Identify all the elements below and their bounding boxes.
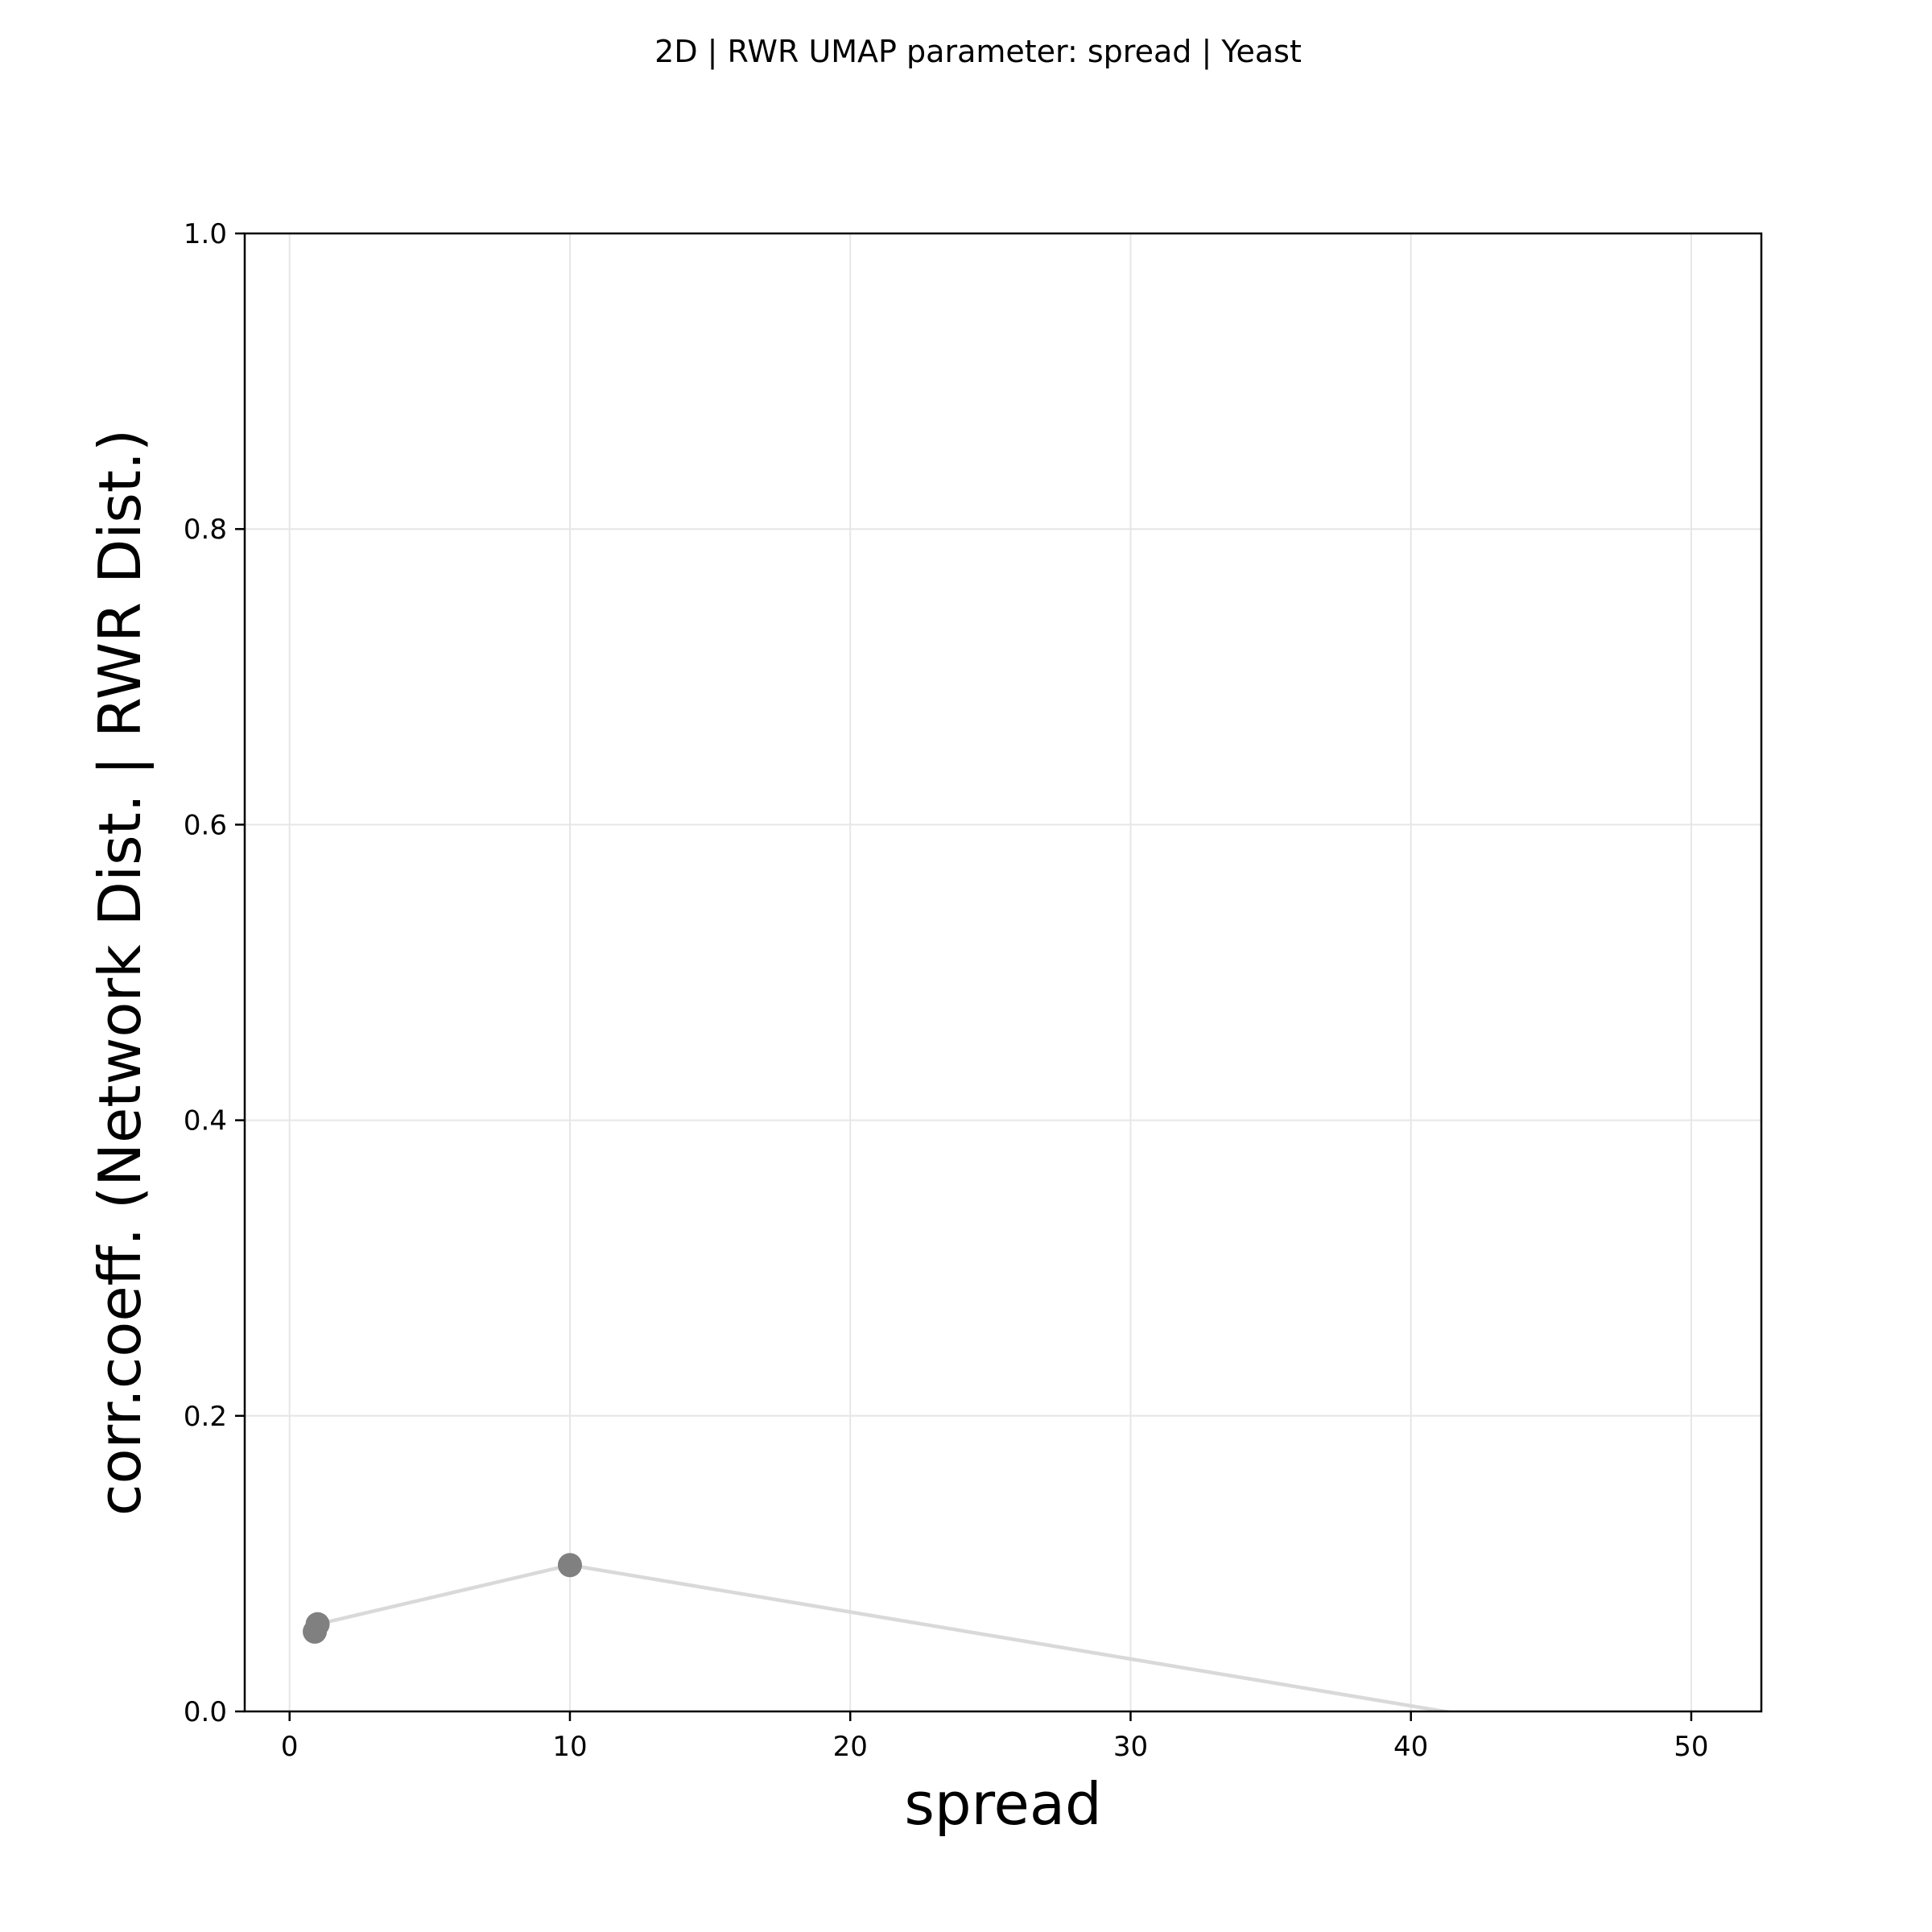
y-axis-label: corr.coeff. (Network Dist. | RWR Dist.) xyxy=(86,429,155,1516)
x-tick-label: 30 xyxy=(1113,1731,1148,1763)
x-tick-label: 20 xyxy=(833,1731,868,1763)
series-layer xyxy=(303,1553,1455,1711)
x-tick-label: 50 xyxy=(1674,1731,1708,1763)
y-tick-label: 0.2 xyxy=(184,1401,227,1433)
x-axis-label: spread xyxy=(904,1770,1101,1838)
ticks: 0 10 20 30 40 50 0.0 0.2 0.4 0.6 0.8 1.0 xyxy=(184,218,1709,1763)
x-tick-label: 10 xyxy=(552,1731,587,1763)
y-tick-label: 0.6 xyxy=(184,809,227,841)
y-tick-label: 0.0 xyxy=(184,1696,227,1728)
data-point xyxy=(557,1553,582,1578)
series-group xyxy=(303,1553,1455,1711)
y-tick-label: 0.4 xyxy=(184,1105,227,1137)
chart-title: 2D | RWR UMAP parameter: spread | Yeast xyxy=(654,34,1302,70)
y-tick-label: 0.8 xyxy=(184,514,227,546)
series-line xyxy=(312,1563,1455,1711)
plot-frame xyxy=(243,232,1763,1713)
grid-lines xyxy=(245,233,1761,1712)
data-point xyxy=(305,1612,330,1637)
y-tick-label: 1.0 xyxy=(184,218,227,250)
x-tick-label: 40 xyxy=(1393,1731,1428,1763)
x-tick-label: 0 xyxy=(281,1731,299,1763)
